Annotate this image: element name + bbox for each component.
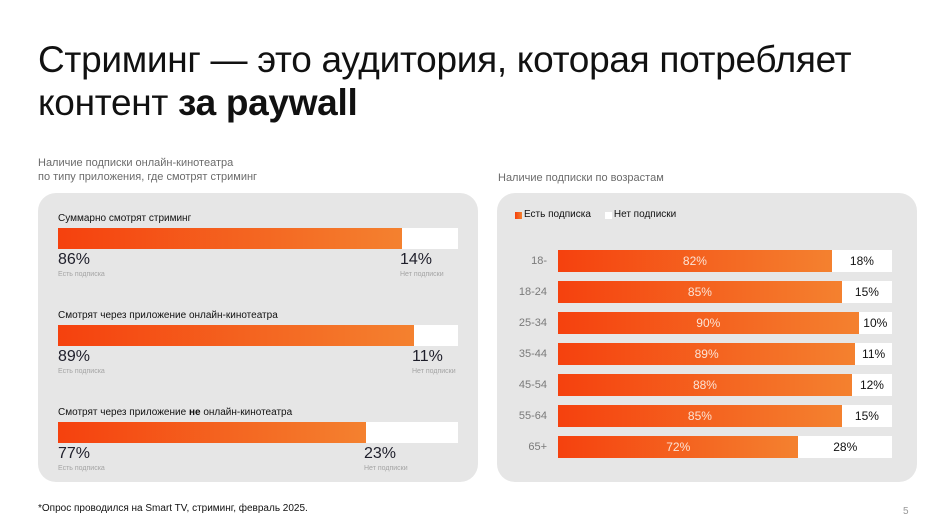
bar-group: Смотрят через приложение не онлайн-кинот…: [58, 407, 458, 477]
bar-segment-no-subscription: [414, 325, 458, 346]
bar-group-title: Смотрят через приложение онлайн-кинотеат…: [58, 310, 278, 322]
chart-legend: Есть подписка Нет подписки: [515, 209, 690, 221]
age-label: 18-: [531, 255, 547, 267]
value-no-subscription: 12%: [859, 378, 884, 392]
caption-has-subscription: Есть подписка: [58, 368, 105, 375]
legend-label-has-subscription: Есть подписка: [524, 209, 591, 220]
value-has-subscription: 82%: [682, 254, 707, 268]
stacked-bar: 85% 15%: [558, 281, 892, 303]
bar-group-title-part: Суммарно смотрят стриминг: [58, 213, 192, 224]
age-label: 25-34: [518, 317, 547, 329]
legend-swatch-orange: [515, 211, 522, 219]
value-no-subscription: 28%: [833, 440, 858, 454]
legend-label-no-subscription: Нет подписки: [613, 209, 677, 220]
right-chart-panel: Есть подписка Нет подписки 18- 82% 18% 18-2…: [497, 193, 917, 482]
caption-has-subscription: Есть подписка: [58, 465, 105, 472]
stacked-bar: 88% 12%: [558, 374, 892, 396]
age-label: 18-24: [518, 286, 547, 298]
left-chart-title: Наличие подписки онлайн-кинотеатра по ти…: [38, 156, 257, 184]
value-no-subscription: 15%: [854, 409, 879, 423]
caption-no-subscription: Нет подписки: [364, 465, 408, 472]
bar-segment-no-subscription: 12%: [851, 374, 892, 396]
value-no-subscription: 10%: [863, 316, 888, 330]
footnote: *Опрос проводился на Smart TV, стриминг,…: [38, 503, 308, 514]
bar-segment-no-subscription: 10%: [858, 312, 892, 334]
stacked-bar: 72% 28%: [558, 436, 892, 458]
age-label: 35-44: [518, 348, 547, 360]
age-row: 18- 82% 18%: [497, 250, 917, 272]
bar-segment-no-subscription: 15%: [841, 281, 892, 303]
bar-segment-has-subscription: 85%: [558, 405, 842, 427]
right-chart-title: Наличие подписки по возрастам: [498, 172, 664, 184]
bar-segment-has-subscription: [58, 422, 366, 443]
value-no-subscription: 18%: [849, 254, 874, 268]
page-number: 5: [903, 506, 909, 517]
age-row: 18-24 85% 15%: [497, 281, 917, 303]
bar-segment-has-subscription: 82%: [558, 250, 832, 272]
bar-segment-has-subscription: 89%: [558, 343, 856, 365]
value-no-subscription: 23%: [364, 445, 397, 462]
slide-title-bold: за paywall: [177, 82, 358, 123]
stacked-bar: 90% 10%: [558, 312, 892, 334]
bar-segment-has-subscription: 90%: [558, 312, 859, 334]
stacked-bar: [58, 325, 458, 346]
bar-segment-no-subscription: 18%: [831, 250, 892, 272]
bar-segment-has-subscription: 72%: [558, 436, 799, 458]
value-has-subscription: 77%: [58, 445, 91, 462]
age-label: 65+: [528, 441, 547, 453]
value-no-subscription: 11%: [862, 347, 886, 361]
legend-swatch-white: [604, 211, 612, 219]
age-label: 45-54: [518, 379, 547, 391]
value-has-subscription: 86%: [58, 251, 91, 268]
bar-group: Суммарно смотрят стриминг 86% Есть подписк…: [58, 213, 458, 283]
legend-item-no-subscription: Нет подписки: [604, 209, 677, 221]
caption-no-subscription: Нет подписки: [412, 368, 456, 375]
slide-title: Стриминг — это аудитория, которая потреб…: [38, 38, 939, 124]
value-has-subscription: 89%: [694, 347, 719, 361]
slide-title-regular: Стриминг — это аудитория, которая потреб…: [38, 39, 852, 123]
bar-group-title-part: Смотрят через приложение: [58, 407, 189, 418]
left-chart-title-line-1: Наличие подписки онлайн-кинотеатра: [38, 157, 234, 169]
value-has-subscription: 85%: [687, 409, 712, 423]
value-has-subscription: 90%: [696, 316, 721, 330]
bar-segment-no-subscription: [366, 422, 458, 443]
value-no-subscription: 14%: [400, 251, 433, 268]
age-row: 25-34 90% 10%: [497, 312, 917, 334]
age-row: 45-54 88% 12%: [497, 374, 917, 396]
stacked-bar: [58, 228, 458, 249]
stacked-bar: 85% 15%: [558, 405, 892, 427]
bar-segment-no-subscription: [402, 228, 458, 249]
stacked-bar: 82% 18%: [558, 250, 892, 272]
value-has-subscription: 72%: [666, 440, 691, 454]
bar-group-title-part: онлайн-кинотеатра: [200, 407, 293, 418]
legend-item-has-subscription: Есть подписка: [515, 209, 591, 221]
bar-segment-has-subscription: 85%: [558, 281, 842, 303]
bar-segment-has-subscription: [58, 228, 402, 249]
bar-group-title: Суммарно смотрят стриминг: [58, 213, 191, 225]
bar-segment-no-subscription: 11%: [855, 343, 892, 365]
age-row: 35-44 89% 11%: [497, 343, 917, 365]
bar-group-title-emphasis: не: [188, 407, 201, 418]
caption-no-subscription: Нет подписки: [400, 271, 444, 278]
value-has-subscription: 89%: [58, 348, 91, 365]
age-row: 55-64 85% 15%: [497, 405, 917, 427]
value-no-subscription: 15%: [854, 285, 879, 299]
age-label: 55-64: [518, 410, 547, 422]
caption-has-subscription: Есть подписка: [58, 271, 105, 278]
bar-segment-no-subscription: 28%: [798, 436, 892, 458]
left-chart-panel: Суммарно смотрят стриминг 86% Есть подписк…: [38, 193, 478, 482]
left-chart-title-line-2: по типу приложения, где смотрят стриминг: [38, 171, 258, 183]
value-has-subscription: 88%: [692, 378, 717, 392]
bar-group-title: Смотрят через приложение не онлайн-кинот…: [58, 407, 292, 419]
bar-segment-has-subscription: 88%: [558, 374, 852, 396]
stacked-bar: [58, 422, 458, 443]
value-has-subscription: 85%: [687, 285, 712, 299]
bar-group-title-part: Смотрят через приложение онлайн-кинотеат…: [58, 310, 278, 321]
age-row: 65+ 72% 28%: [497, 436, 917, 458]
stacked-bar: 89% 11%: [558, 343, 892, 365]
bar-segment-has-subscription: [58, 325, 414, 346]
bar-segment-no-subscription: 15%: [841, 405, 892, 427]
value-no-subscription: 11%: [412, 348, 443, 365]
bar-group: Смотрят через приложение онлайн-кинотеат…: [58, 310, 458, 380]
